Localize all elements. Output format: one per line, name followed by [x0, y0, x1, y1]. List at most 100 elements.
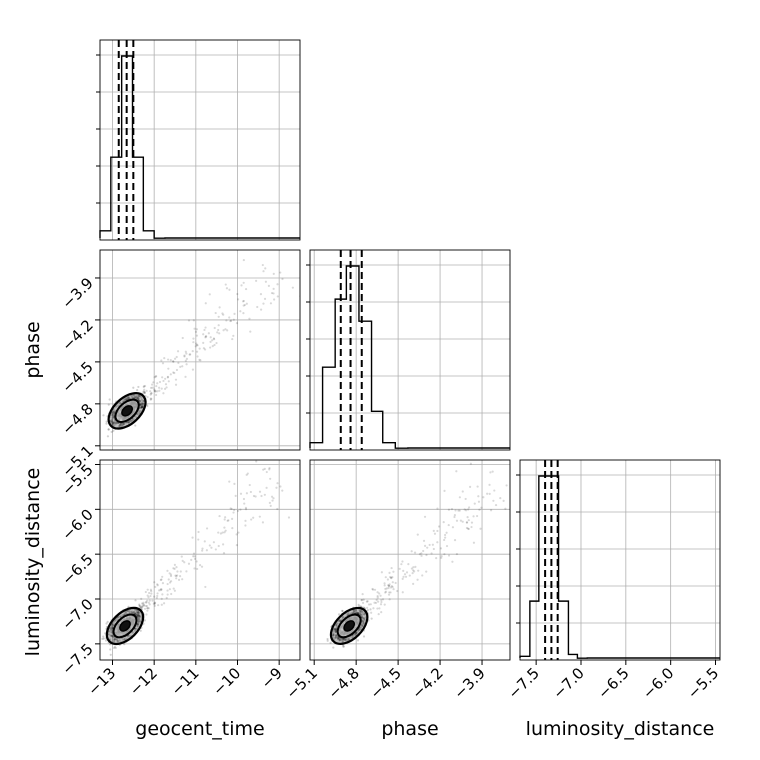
scatter-point	[155, 596, 158, 600]
scatter-point	[465, 526, 469, 530]
scatter-point	[184, 350, 187, 353]
scatter-point	[175, 577, 178, 580]
scatter-point	[332, 630, 335, 633]
scatter-point	[141, 405, 145, 408]
scatter-phase-luminosity_distance	[326, 453, 508, 649]
scatter-point	[112, 646, 116, 650]
scatter-point	[105, 622, 108, 625]
scatter-point	[250, 518, 253, 521]
scatter-point	[222, 313, 225, 316]
scatter-point	[148, 591, 151, 595]
scatter-point	[337, 637, 341, 640]
scatter-point	[359, 611, 362, 614]
scatter-point	[111, 420, 114, 423]
scatter-point	[143, 390, 146, 394]
histogram-luminosity_distance	[519, 475, 720, 659]
scatter-point	[153, 389, 156, 392]
scatter-point	[334, 630, 337, 633]
scatter-point	[402, 569, 405, 572]
scatter-point	[135, 396, 138, 399]
scatter-point	[112, 410, 115, 413]
scatter-point	[443, 538, 446, 542]
scatter-point	[477, 500, 481, 503]
scatter-point	[401, 591, 404, 594]
scatter-point	[268, 501, 271, 505]
scatter-point	[222, 329, 225, 332]
scatter-point	[198, 347, 201, 350]
scatter-point	[190, 558, 193, 562]
scatter-point	[358, 627, 361, 631]
scatter-point	[341, 616, 345, 619]
scatter-point	[112, 411, 115, 414]
scatter-point	[334, 634, 337, 637]
scatter-point	[176, 574, 179, 577]
scatter-point	[353, 633, 357, 636]
scatter-point	[140, 396, 143, 399]
scatter-point	[248, 483, 251, 487]
scatter-point	[378, 592, 381, 595]
scatter-point	[126, 635, 129, 638]
scatter-point	[373, 588, 377, 591]
scatter-point	[384, 587, 387, 591]
scatter-point	[166, 589, 169, 592]
y-tick-label-phase: −4.5	[58, 358, 96, 396]
scatter-point	[136, 623, 140, 626]
scatter-point	[469, 462, 472, 465]
scatter-point	[145, 613, 148, 616]
scatter-point	[417, 569, 420, 572]
scatter-point	[161, 575, 164, 578]
scatter-point	[137, 395, 140, 398]
scatter-point	[149, 390, 152, 393]
scatter-point	[139, 400, 142, 403]
scatter-point	[376, 591, 379, 594]
scatter-point	[204, 326, 207, 329]
scatter-point	[116, 640, 119, 643]
scatter-point	[219, 532, 222, 535]
scatter-point	[489, 471, 492, 474]
scatter-point	[390, 584, 393, 588]
scatter-point	[362, 619, 365, 623]
scatter-point	[396, 589, 399, 593]
scatter-point	[342, 638, 345, 641]
scatter-point	[387, 584, 391, 587]
scatter-point	[138, 603, 141, 606]
x-tick-label-luminosity_distance: −7.0	[549, 664, 587, 702]
scatter-point	[355, 609, 358, 612]
scatter-point	[478, 508, 481, 511]
scatter-point	[389, 586, 393, 589]
scatter-point	[133, 612, 137, 615]
scatter-point	[440, 556, 443, 559]
scatter-point	[193, 567, 196, 570]
scatter-point	[139, 404, 142, 407]
scatter-point	[332, 634, 335, 637]
scatter-point	[153, 602, 156, 605]
scatter-point	[164, 377, 167, 380]
scatter-point	[139, 402, 142, 406]
scatter-point	[352, 610, 355, 613]
scatter-point	[113, 645, 117, 648]
scatter-point	[447, 508, 451, 511]
scatter-point	[149, 386, 153, 389]
scatter-point	[432, 529, 435, 532]
scatter-point	[355, 631, 359, 634]
scatter-point	[208, 293, 211, 296]
scatter-point	[279, 485, 282, 488]
scatter-point	[265, 470, 268, 474]
scatter-point	[249, 490, 252, 494]
scatter-point	[124, 610, 127, 614]
scatter-point	[146, 607, 149, 610]
scatter-point	[355, 632, 358, 635]
scatter-point	[276, 482, 279, 485]
scatter-point	[113, 637, 116, 641]
scatter-point	[256, 305, 259, 309]
scatter-point	[207, 332, 210, 335]
scatter-point	[110, 625, 113, 629]
scatter-point	[480, 453, 482, 455]
scatter-point	[379, 594, 382, 597]
scatter-point	[156, 584, 159, 587]
scatter-point	[339, 620, 342, 623]
x-tick-label-luminosity_distance: −6.5	[594, 664, 632, 702]
scatter-point	[149, 398, 152, 401]
scatter-point	[104, 639, 108, 642]
scatter-point	[210, 546, 213, 549]
